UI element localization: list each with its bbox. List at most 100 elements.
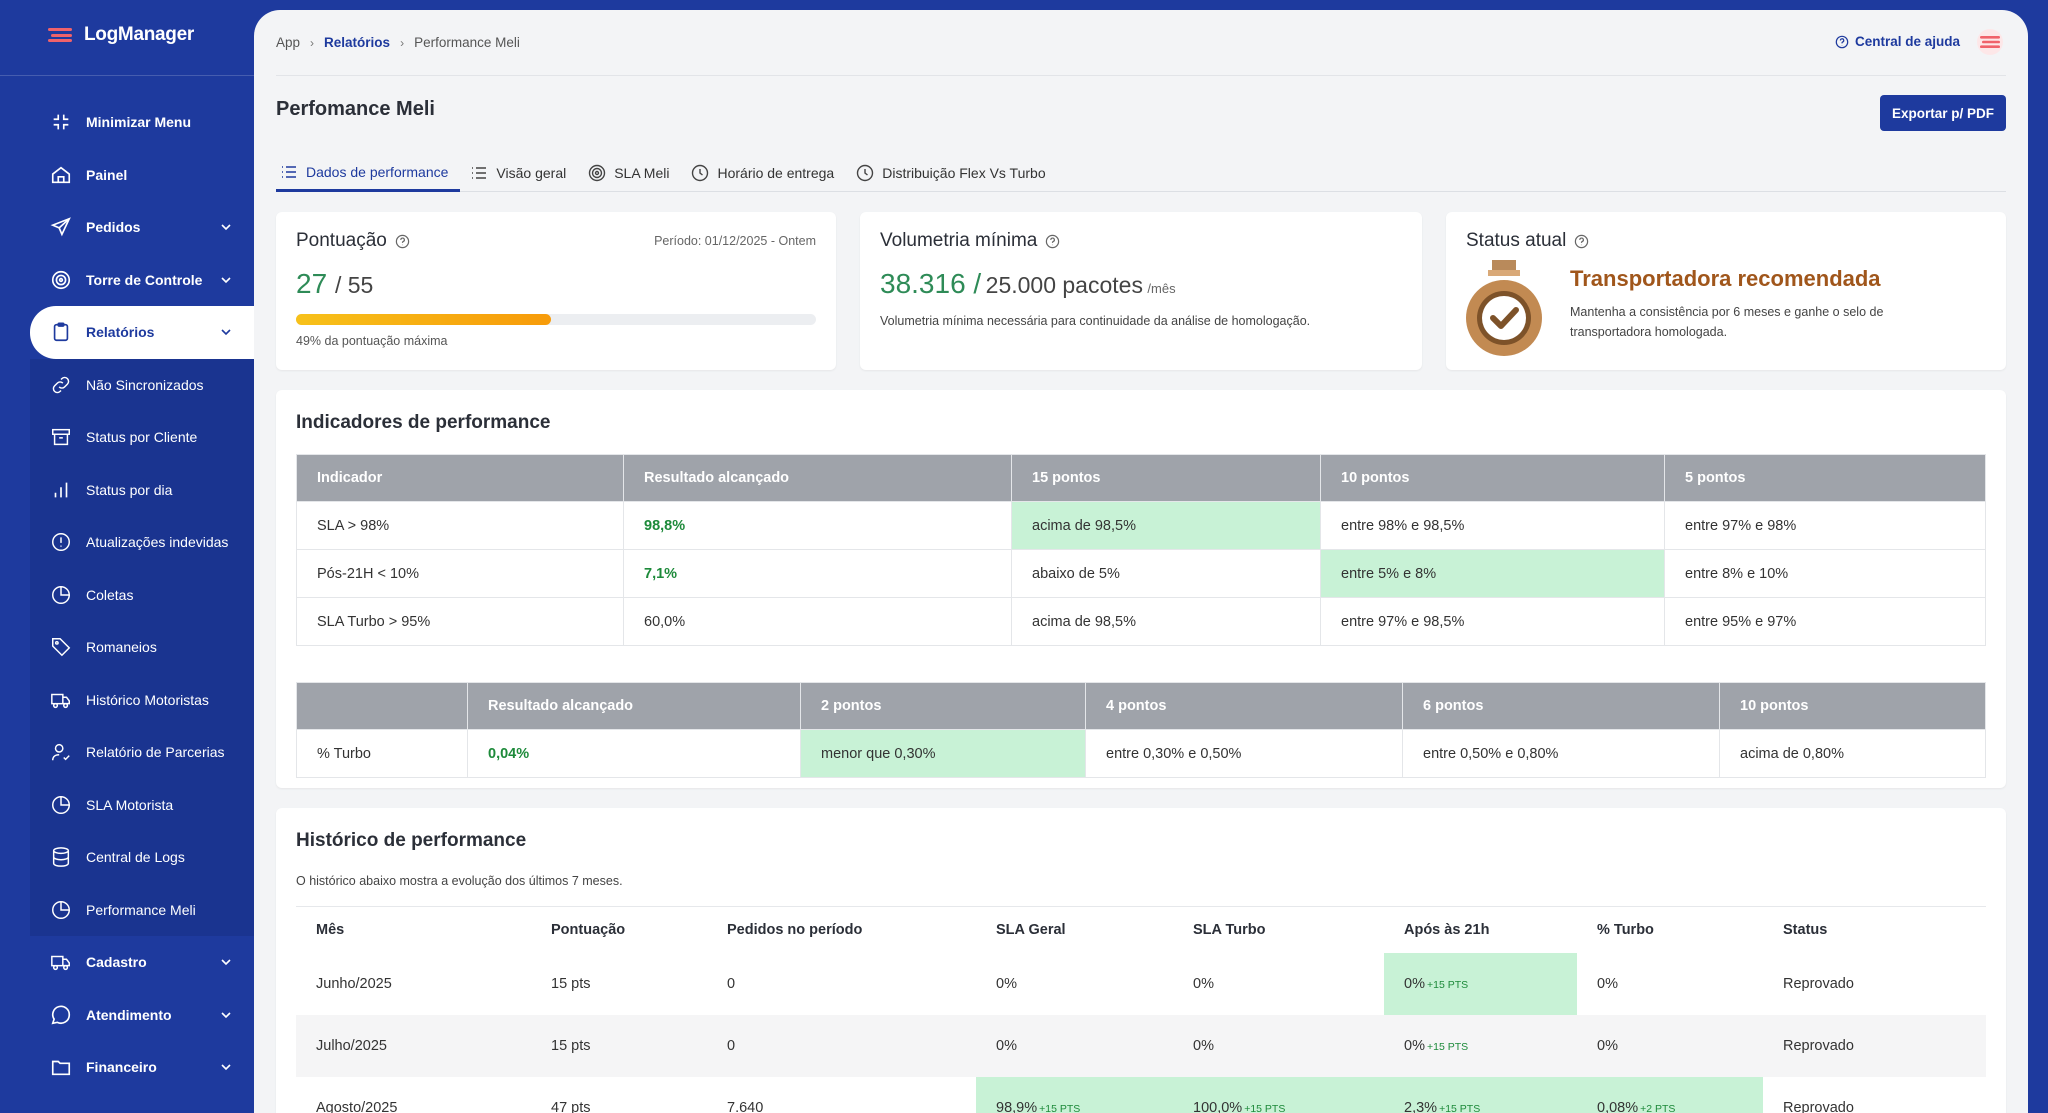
- sidebar-item-financeiro[interactable]: Financeiro: [0, 1041, 254, 1094]
- help-circle-icon[interactable]: [395, 234, 410, 249]
- app-logo[interactable]: LogManager: [48, 24, 194, 46]
- submenu-item-nao-sincronizados[interactable]: Não Sincronizados: [30, 359, 254, 412]
- medal-icon: [1466, 260, 1542, 356]
- submenu-item-romaneios[interactable]: Romaneios: [30, 621, 254, 674]
- tab-bar: Dados de performance Visão geral SLA Mel…: [276, 154, 2006, 192]
- submenu-item-coletas[interactable]: Coletas: [30, 569, 254, 622]
- turbo-table: Resultado alcançado 2 pontos 4 pontos 6 …: [296, 682, 1986, 778]
- table-cell: 0: [727, 975, 736, 992]
- table-cell: abaixo de 5%: [1011, 549, 1321, 598]
- cell-value: 100,0%: [1193, 1099, 1243, 1113]
- table-cell: SLA Turbo > 95%: [296, 597, 624, 646]
- list-icon: [282, 165, 296, 178]
- help-link[interactable]: Central de ajuda: [1835, 34, 1960, 49]
- tab-dados-performance[interactable]: Dados de performance: [276, 154, 461, 192]
- table-cell: 98,8%: [623, 501, 1012, 550]
- archive-icon: [52, 429, 70, 446]
- table-row: % Turbo 0,04% menor que 0,30% entre 0,30…: [296, 729, 1986, 778]
- topbar: App › Relatórios › Performance Meli Cent…: [276, 10, 2006, 76]
- submenu-item-atualizacoes[interactable]: Atualizações indevidas: [30, 516, 254, 569]
- cell-value: 0%: [1404, 975, 1425, 992]
- tab-horario-entrega[interactable]: Horário de entrega: [687, 154, 846, 192]
- cell-value: 2,3%: [1404, 1099, 1438, 1113]
- sidebar-divider: [0, 75, 254, 76]
- volume-title: Volumetria mínima: [880, 230, 1038, 251]
- submenu-item-label: Coletas: [86, 586, 134, 603]
- table-cell: 0%: [976, 953, 1173, 1015]
- table-header-row: Indicador Resultado alcançado 15 pontos …: [296, 454, 1986, 502]
- column-header: % Turbo: [1577, 906, 1763, 953]
- chevron-right-icon: ›: [400, 35, 405, 50]
- sidebar-item-pedidos[interactable]: Pedidos: [0, 201, 254, 254]
- export-pdf-button[interactable]: Exportar p/ PDF: [1879, 95, 2006, 131]
- table-cell: menor que 0,30%: [800, 729, 1086, 778]
- table-cell: SLA > 98%: [296, 501, 624, 550]
- table-cell: 0,04%: [467, 729, 801, 778]
- submenu-item-label: SLA Motorista: [86, 796, 174, 813]
- cell-value: 0%: [1193, 975, 1214, 992]
- breadcrumb-current: Performance Meli: [414, 35, 520, 50]
- tab-visao-geral[interactable]: Visão geral: [466, 154, 578, 192]
- table-row: Julho/2025 15 pts 0 0% 0% 0% +15 PTS 0% R…: [296, 1014, 1986, 1077]
- submenu-item-historico-motoristas[interactable]: Histórico Motoristas: [30, 674, 254, 727]
- table-cell: entre 0,50% e 0,80%: [1402, 729, 1720, 778]
- sidebar-item-painel[interactable]: Painel: [0, 149, 254, 202]
- submenu-item-status-cliente[interactable]: Status por Cliente: [30, 411, 254, 464]
- submenu-item-performance-meli[interactable]: Performance Meli: [30, 884, 254, 937]
- column-header: 5 pontos: [1664, 454, 1986, 502]
- history-subtitle: O histórico abaixo mostra a evolução dos…: [296, 874, 623, 888]
- sidebar-item-minimize[interactable]: Minimizar Menu: [0, 96, 254, 149]
- submenu-item-label: Status por dia: [86, 481, 173, 498]
- table-cell: entre 97% e 98%: [1664, 501, 1986, 550]
- help-circle-icon[interactable]: [1045, 234, 1060, 249]
- table-cell: entre 95% e 97%: [1664, 597, 1986, 646]
- tab-label: Dados de performance: [306, 163, 449, 180]
- points-badge: +15 PTS: [1426, 978, 1469, 991]
- user-check-icon: [52, 744, 70, 761]
- table-cell: 0%: [976, 1014, 1173, 1077]
- submenu-item-parcerias[interactable]: Relatório de Parcerias: [30, 726, 254, 779]
- sidebar-item-atendimento[interactable]: Atendimento: [0, 989, 254, 1042]
- column-header: Mês: [296, 906, 531, 953]
- help-circle-icon[interactable]: [1574, 234, 1589, 249]
- clock-icon: [857, 164, 874, 182]
- table-cell: Pós-21H < 10%: [296, 549, 624, 598]
- column-header: Resultado alcançado: [623, 454, 1012, 502]
- table-cell: 0% +15 PTS: [1384, 1014, 1577, 1077]
- column-header: 4 pontos: [1085, 682, 1403, 730]
- database-icon: [52, 847, 70, 868]
- volume-value-line: 38.316 / 25.000 pacotes /mês: [880, 268, 1176, 300]
- status-card-header: Status atual: [1466, 230, 1589, 252]
- column-header: Resultado alcançado: [467, 682, 801, 730]
- chevron-down-icon: [221, 1064, 231, 1071]
- submenu-item-sla-motorista[interactable]: SLA Motorista: [30, 779, 254, 832]
- sidebar-item-relatorios[interactable]: Relatórios: [30, 306, 254, 359]
- submenu-item-central-logs[interactable]: Central de Logs: [30, 831, 254, 884]
- breadcrumb-relatorios[interactable]: Relatórios: [324, 35, 391, 50]
- chevron-right-icon: ›: [310, 35, 315, 50]
- status-badge: Reprovado: [1783, 975, 1854, 992]
- user-avatar-icon[interactable]: [1976, 28, 2004, 56]
- sidebar-nav: Minimizar Menu Painel Pedidos Torre de C…: [0, 96, 254, 1094]
- tab-distribuicao[interactable]: Distribuição Flex Vs Turbo: [852, 154, 1057, 192]
- folder-icon: [51, 1060, 71, 1076]
- column-header: SLA Geral: [976, 906, 1173, 953]
- sidebar-item-torre[interactable]: Torre de Controle: [0, 254, 254, 307]
- link-icon: [52, 376, 70, 394]
- table-cell: 47 pts: [551, 1099, 591, 1113]
- cell-value: 0,08%: [1597, 1099, 1639, 1113]
- bar-chart-icon: [54, 482, 68, 498]
- submenu-item-label: Romaneios: [86, 639, 157, 656]
- breadcrumb-app[interactable]: App: [276, 35, 301, 50]
- sidebar-item-label: Minimizar Menu: [86, 114, 192, 131]
- table-cell: 60,0%: [623, 597, 1012, 646]
- submenu-item-status-dia[interactable]: Status por dia: [30, 464, 254, 517]
- table-row: Junho/2025 15 pts 0 0% 0% 0% +15 PTS 0% R…: [296, 952, 1986, 1015]
- reports-submenu: Não Sincronizados Status por Cliente Sta…: [30, 358, 254, 937]
- history-title: Histórico de performance: [296, 830, 527, 851]
- tab-sla-meli[interactable]: SLA Meli: [584, 154, 681, 192]
- table-cell: 0%: [1173, 1014, 1384, 1077]
- sidebar-item-cadastro[interactable]: Cadastro: [0, 936, 254, 989]
- table-row: Agosto/2025 47 pts 7.640 98,9% +15 PTS 10…: [296, 1076, 1986, 1113]
- volume-target: 25.000 pacotes: [985, 272, 1143, 298]
